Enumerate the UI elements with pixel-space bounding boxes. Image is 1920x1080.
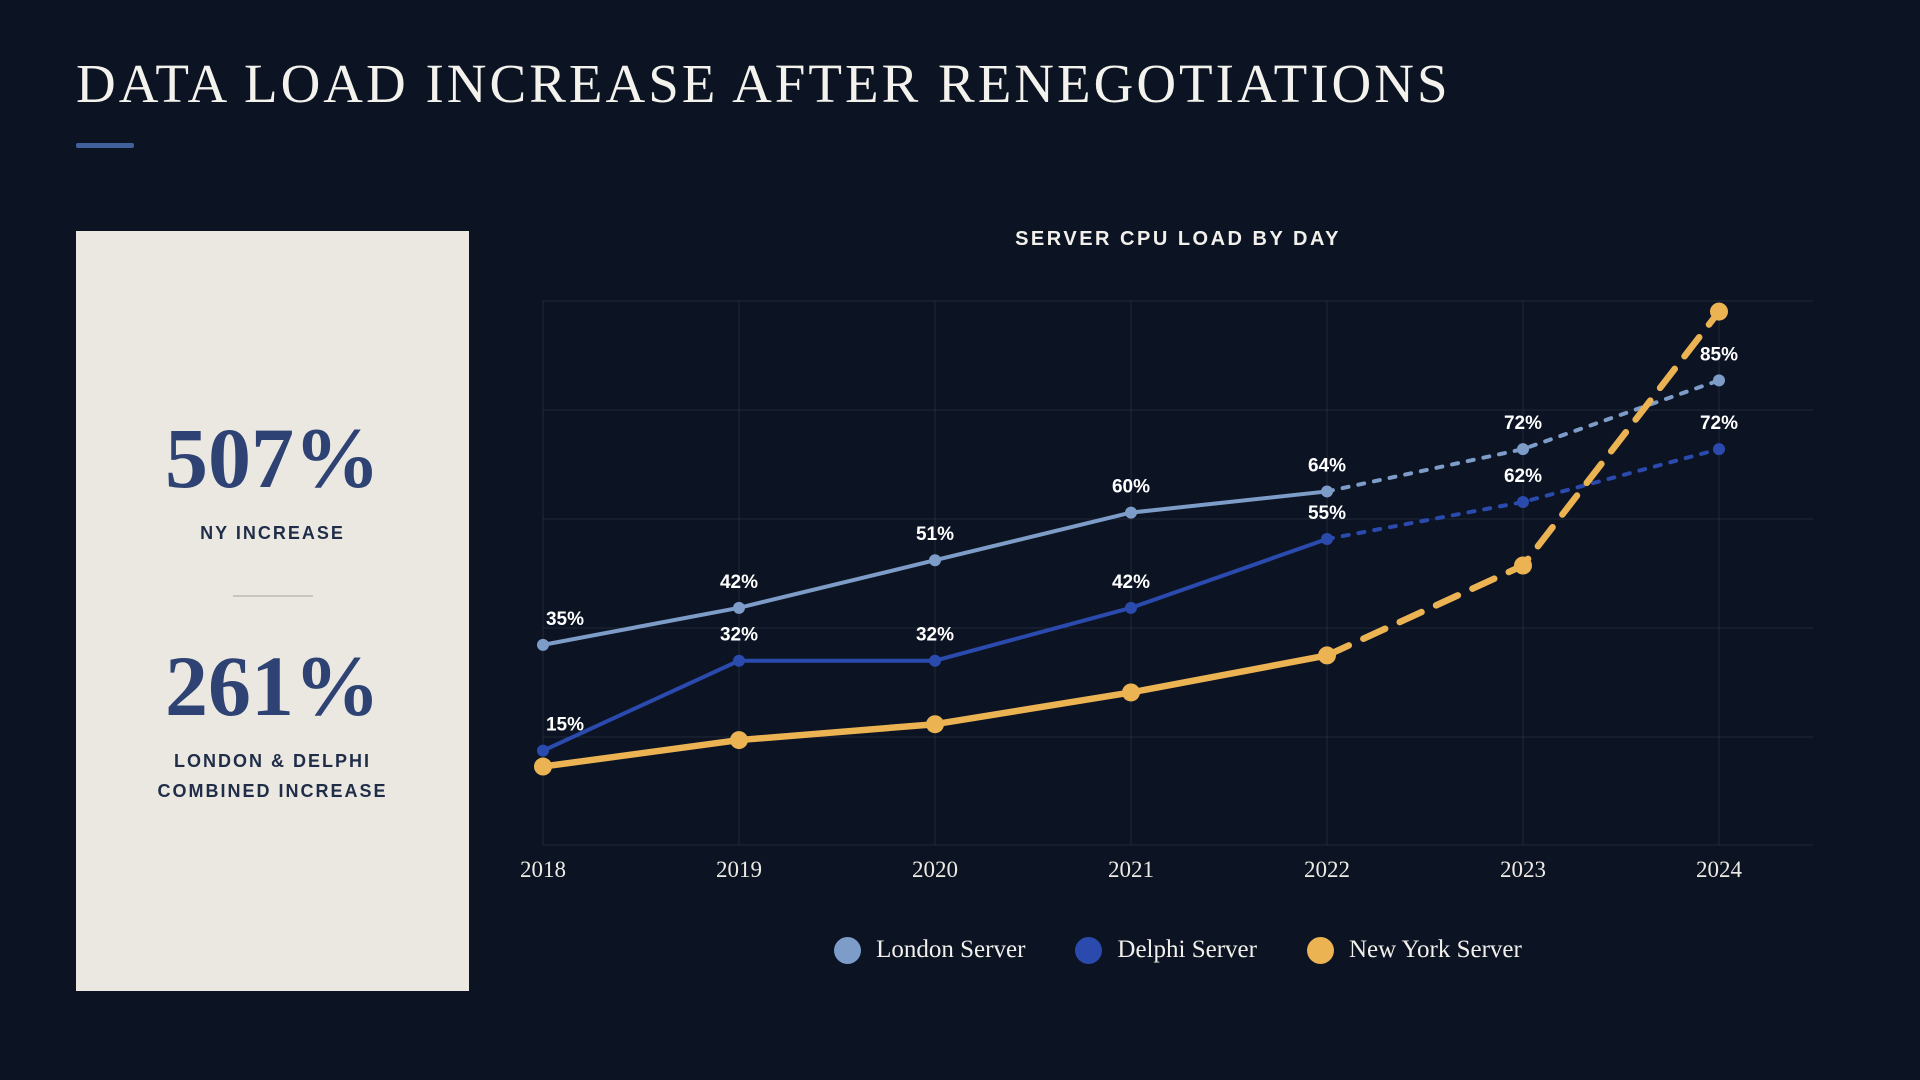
x-tick-2020: 2020	[912, 857, 958, 882]
legend-item-delphi-server: Delphi Server	[1075, 936, 1257, 964]
data-point-new-york-server-2019	[730, 731, 748, 750]
data-label-delphi-server-2019: 32%	[720, 625, 758, 646]
data-point-delphi-server-2022	[1321, 533, 1333, 546]
data-label-london-server-2019: 42%	[720, 572, 758, 593]
data-point-london-server-2024	[1713, 374, 1725, 387]
data-label-delphi-server-2020: 32%	[916, 625, 954, 646]
x-tick-2018: 2018	[520, 857, 566, 882]
chart-legend: London Server Delphi Server New York Ser…	[543, 936, 1813, 964]
data-label-delphi-server-2023: 62%	[1504, 466, 1542, 487]
legend-item-new-york-server: New York Server	[1306, 936, 1522, 964]
data-point-delphi-server-2020	[929, 654, 941, 667]
data-point-new-york-server-2024	[1710, 302, 1728, 321]
stat-ny-value: 507%	[165, 410, 380, 507]
data-point-london-server-2022	[1321, 485, 1333, 498]
x-tick-2022: 2022	[1304, 857, 1350, 882]
legend-item-london-server: London Server	[834, 936, 1025, 964]
data-label-london-server-2024: 85%	[1700, 344, 1738, 365]
data-label-london-server-2018: 35%	[546, 609, 584, 630]
legend-marker-london-server	[834, 936, 862, 964]
data-point-delphi-server-2018	[537, 744, 549, 757]
x-tick-2019: 2019	[716, 857, 762, 882]
data-point-london-server-2020	[929, 554, 941, 567]
legend-label-delphi-server: Delphi Server	[1117, 936, 1257, 963]
data-label-london-server-2021: 60%	[1112, 477, 1150, 498]
legend-label-london-server: London Server	[876, 936, 1026, 963]
data-point-delphi-server-2021	[1125, 601, 1137, 614]
legend-marker-delphi-server	[1075, 936, 1103, 964]
stat-combined-label-line2: COMBINED INCREASE	[157, 780, 388, 801]
stat-combined-label: LONDON & DELPHI COMBINED INCREASE	[157, 747, 387, 806]
stat-ny: 507% NY INCREASE	[165, 415, 380, 549]
data-label-delphi-server-2022: 55%	[1308, 503, 1346, 524]
data-point-london-server-2021	[1125, 506, 1137, 519]
x-tick-2021: 2021	[1108, 857, 1154, 882]
data-label-london-server-2022: 64%	[1308, 455, 1346, 476]
stat-combined: 261% LONDON & DELPHI COMBINED INCREASE	[157, 643, 387, 806]
data-point-new-york-server-2018	[534, 757, 552, 776]
stat-divider	[232, 595, 313, 598]
data-point-delphi-server-2019	[733, 654, 745, 667]
line-chart: 35% 42% 51% 60% 64% 72% 85% 15% 32% 32% 42% 55% 62% 7…	[520, 300, 1813, 882]
stat-combined-label-line1: LONDON & DELPHI	[173, 751, 371, 772]
stat-combined-value: 261%	[164, 638, 380, 735]
data-label-london-server-2020: 51%	[916, 524, 954, 545]
stat-ny-label: NY INCREASE	[200, 523, 345, 544]
data-point-new-york-server-2022	[1318, 646, 1336, 665]
data-point-london-server-2018	[537, 638, 549, 651]
data-point-new-york-server-2021	[1122, 683, 1140, 702]
page-title: DATA LOAD INCREASE AFTER RENEGOTIATIONS	[76, 53, 1451, 114]
legend-marker-new-york-server	[1306, 936, 1334, 964]
data-point-new-york-server-2020	[926, 715, 944, 734]
chart-title: SERVER CPU LOAD BY DAY	[1015, 228, 1341, 250]
data-label-london-server-2023: 72%	[1504, 413, 1542, 434]
data-label-delphi-server-2024: 72%	[1700, 413, 1738, 434]
title-accent-bar	[76, 143, 134, 148]
series-line-london-server-dashed	[1325, 378, 1721, 494]
data-point-london-server-2019	[733, 601, 745, 614]
data-label-delphi-server-2021: 42%	[1112, 572, 1150, 593]
x-tick-2023: 2023	[1500, 857, 1546, 882]
data-point-delphi-server-2024	[1713, 443, 1725, 456]
data-point-new-york-server-2023	[1514, 556, 1532, 575]
data-point-delphi-server-2023	[1517, 496, 1529, 509]
data-label-delphi-server-2018: 15%	[546, 715, 584, 736]
x-tick-2024: 2024	[1696, 857, 1743, 882]
stat-card: 507% NY INCREASE 261% LONDON & DELPHI CO…	[76, 231, 469, 991]
legend-label-new-york-server: New York Server	[1348, 936, 1522, 963]
data-point-london-server-2023	[1517, 443, 1529, 456]
